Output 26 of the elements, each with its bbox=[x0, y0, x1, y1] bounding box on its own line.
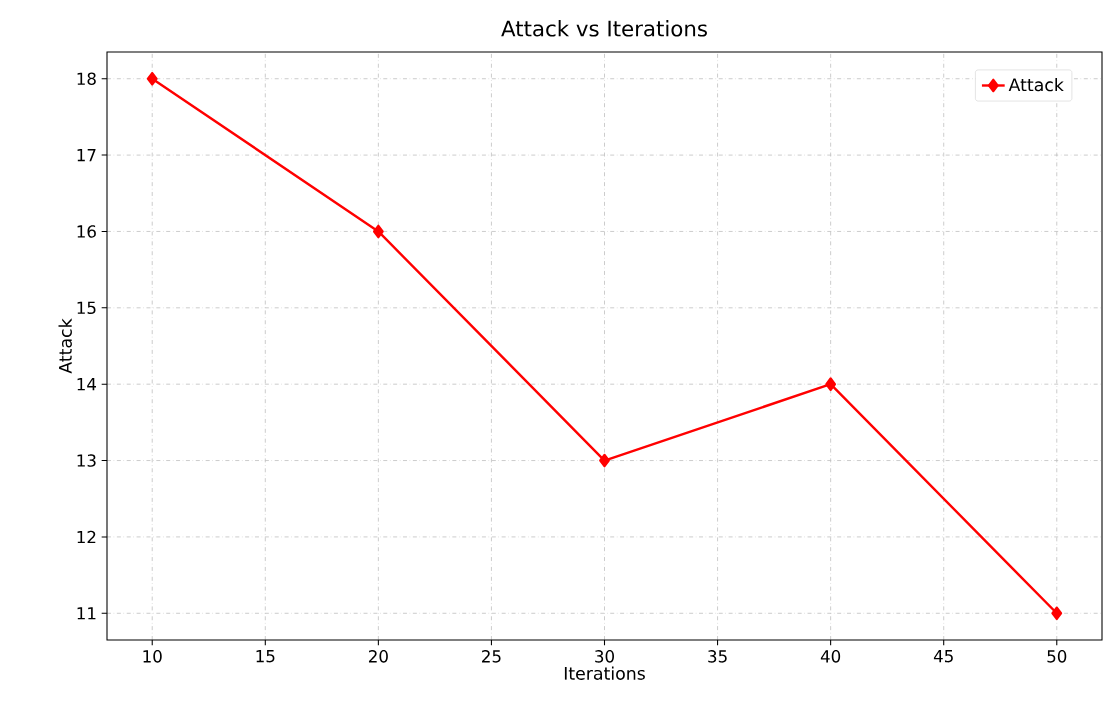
point bbox=[146, 71, 158, 86]
x-tick-label: 15 bbox=[256, 650, 275, 663]
y-tick-label: 16 bbox=[77, 225, 96, 238]
y-tick-label: 18 bbox=[77, 72, 96, 86]
y-tick-label: 17 bbox=[77, 149, 96, 162]
x-tick-label: 40 bbox=[820, 650, 841, 663]
y-tick-label: 12 bbox=[77, 530, 96, 544]
x-tick-label: 30 bbox=[595, 650, 614, 663]
y-tick-label: 11 bbox=[77, 607, 96, 620]
x-tick-label: 50 bbox=[1047, 650, 1067, 663]
x-tick-label: 25 bbox=[482, 650, 501, 663]
x-axis-title: Iterations bbox=[564, 666, 645, 680]
point bbox=[825, 377, 837, 391]
x-tick-label: 45 bbox=[933, 650, 953, 663]
legend-label: Attack bbox=[1008, 77, 1064, 92]
y-axis-title: Attack bbox=[58, 318, 72, 374]
y-tick-label: 14 bbox=[77, 378, 97, 391]
y-tick-label: 13 bbox=[77, 454, 96, 467]
point bbox=[1051, 606, 1063, 621]
x-tick-label: 10 bbox=[143, 650, 162, 663]
chart-title: Attack vs Iterations bbox=[501, 20, 707, 37]
x-tick-label: 35 bbox=[708, 650, 727, 663]
point bbox=[599, 453, 610, 468]
y-tick-label: 15 bbox=[77, 301, 96, 314]
x-tick-label: 20 bbox=[368, 650, 388, 663]
point bbox=[372, 224, 384, 239]
